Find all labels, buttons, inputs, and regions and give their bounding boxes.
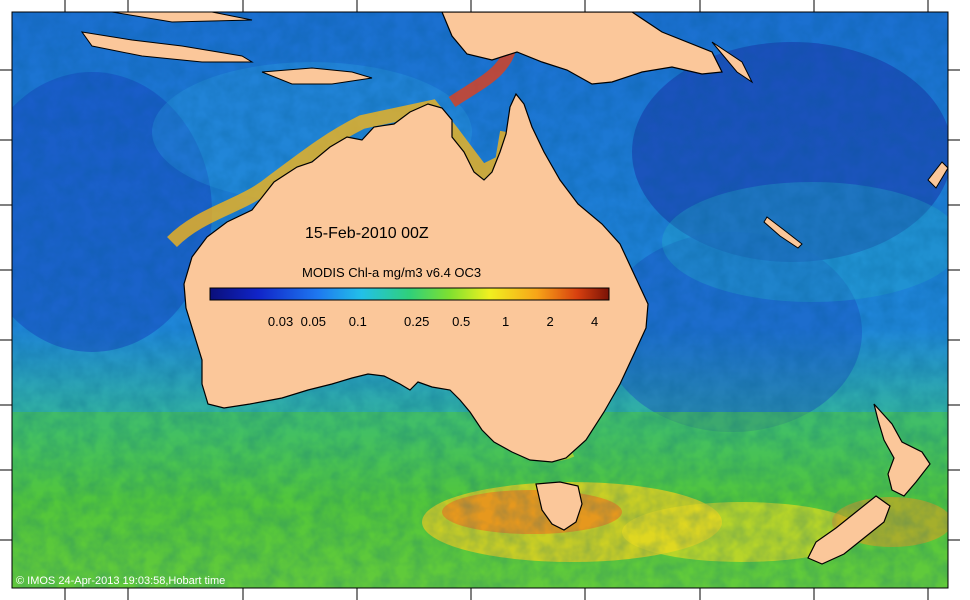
map-canvas: 15-Feb-2010 00Z MODIS Chl-a mg/m3 v6.4 O… [12, 12, 948, 588]
credit-text: © IMOS 24-Apr-2013 19:03:58,Hobart time [16, 575, 225, 587]
date-label: 15-Feb-2010 00Z [305, 225, 429, 242]
colorbar-tick-label: 0.5 [452, 314, 470, 329]
colorbar-tick-label: 2 [547, 314, 554, 329]
colorbar-tick-label: 4 [591, 314, 598, 329]
colorbar-tick-label: 0.25 [404, 314, 429, 329]
colorbar-tick-label: 0.1 [349, 314, 367, 329]
colorbar-gradient [209, 287, 610, 301]
chlorophyll-map: 15-Feb-2010 00Z MODIS Chl-a mg/m3 v6.4 O… [12, 12, 948, 588]
colorbar-tick-label: 0.03 [268, 314, 293, 329]
colorbar-title: MODIS Chl-a mg/m3 v6.4 OC3 [302, 265, 481, 280]
colorbar-tick-label: 0.05 [301, 314, 326, 329]
colorbar-tick-label: 1 [502, 314, 509, 329]
